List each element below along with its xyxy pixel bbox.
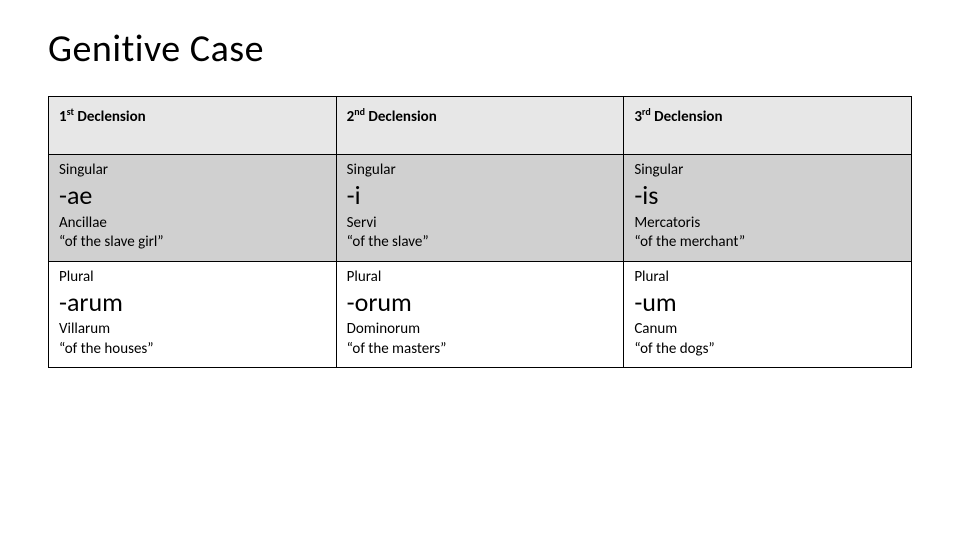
ord-suffix: nd xyxy=(354,105,365,118)
col-word: Declension xyxy=(368,108,436,126)
example-gloss: “of the houses” xyxy=(59,340,326,360)
example: Canum “of the dogs” xyxy=(634,320,901,359)
number-label: Plural xyxy=(634,268,901,286)
example-latin: Servi xyxy=(347,214,377,232)
number-label: Singular xyxy=(634,161,901,179)
example: Dominorum “of the masters” xyxy=(347,320,614,359)
number-label: Singular xyxy=(347,161,614,179)
number-label: Singular xyxy=(59,161,326,179)
ord-suffix: rd xyxy=(642,105,651,118)
example-gloss: “of the slave” xyxy=(347,233,614,253)
col-header-3: 3rd Declension xyxy=(624,97,912,155)
example-latin: Villarum xyxy=(59,320,110,338)
example: Villarum “of the houses” xyxy=(59,320,326,359)
example-gloss: “of the dogs” xyxy=(634,340,901,360)
singular-row: Singular -ae Ancillae “of the slave girl… xyxy=(49,155,912,262)
cell-sing-2: Singular -i Servi “of the slave” xyxy=(336,155,624,262)
col-word: Declension xyxy=(654,108,722,126)
example: Ancillae “of the slave girl” xyxy=(59,214,326,253)
cell-sing-3: Singular -is Mercatoris “of the merchant… xyxy=(624,155,912,262)
example-gloss: “of the masters” xyxy=(347,340,614,360)
cell-plur-2: Plural -orum Dominorum “of the masters” xyxy=(336,261,624,368)
ending: -um xyxy=(634,288,901,317)
example-latin: Canum xyxy=(634,320,677,338)
col-header-2: 2nd Declension xyxy=(336,97,624,155)
col-header-1: 1st Declension xyxy=(49,97,337,155)
cell-sing-1: Singular -ae Ancillae “of the slave girl… xyxy=(49,155,337,262)
example-gloss: “of the merchant” xyxy=(634,233,901,253)
slide: Genitive Case 1st Declension 2nd Declens… xyxy=(0,0,960,368)
cell-plur-3: Plural -um Canum “of the dogs” xyxy=(624,261,912,368)
number-label: Plural xyxy=(347,268,614,286)
ending: -ae xyxy=(59,181,326,210)
ord: 3 xyxy=(634,108,642,126)
number-label: Plural xyxy=(59,268,326,286)
ending: -is xyxy=(634,181,901,210)
example-gloss: “of the slave girl” xyxy=(59,233,326,253)
cell-plur-1: Plural -arum Villarum “of the houses” xyxy=(49,261,337,368)
ord: 1 xyxy=(59,108,67,126)
page-title: Genitive Case xyxy=(48,26,912,72)
col-word: Declension xyxy=(77,108,145,126)
ending: -orum xyxy=(347,288,614,317)
ord-suffix: st xyxy=(67,105,74,118)
example-latin: Ancillae xyxy=(59,214,107,232)
ending: -i xyxy=(347,181,614,210)
example-latin: Mercatoris xyxy=(634,214,700,232)
example-latin: Dominorum xyxy=(347,320,420,338)
ending: -arum xyxy=(59,288,326,317)
example: Mercatoris “of the merchant” xyxy=(634,214,901,253)
example: Servi “of the slave” xyxy=(347,214,614,253)
table-header-row: 1st Declension 2nd Declension 3rd Declen… xyxy=(49,97,912,155)
plural-row: Plural -arum Villarum “of the houses” Pl… xyxy=(49,261,912,368)
declension-table: 1st Declension 2nd Declension 3rd Declen… xyxy=(48,96,912,368)
